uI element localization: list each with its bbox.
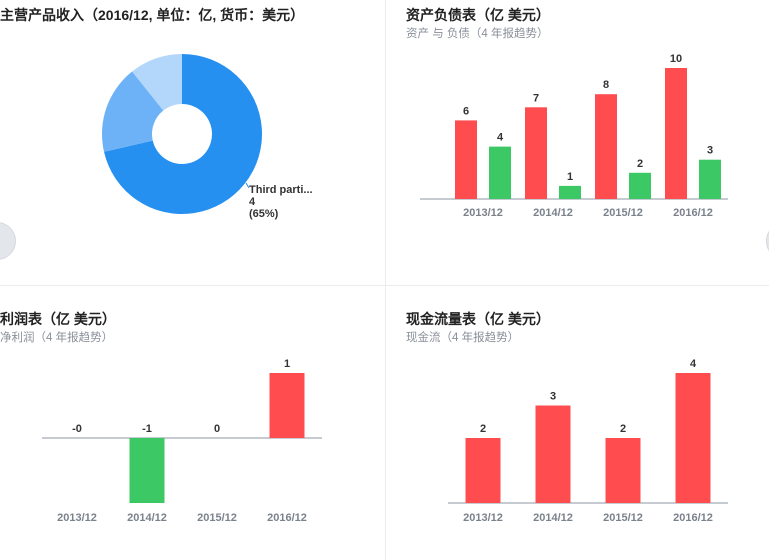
cashflow-bar-label-1: 3 <box>550 391 556 403</box>
balance-bar-s0-3 <box>665 68 687 199</box>
cashflow-bar-1 <box>535 405 571 503</box>
balance-bar-label-s0-0: 6 <box>463 105 469 117</box>
pie-slice-2 <box>132 54 182 111</box>
cashflow-bar-label-3: 4 <box>690 358 697 370</box>
profit-panel: 利润表（亿 美元） 净利润（4 年报趋势） -0 2013/12 -1 2014/12… <box>0 286 385 560</box>
balance-bar-s1-0 <box>489 146 511 199</box>
pie-label-leader <box>245 182 250 189</box>
balance-bar-s1-2 <box>629 172 651 199</box>
profit-xtick-0: 2013/12 <box>57 512 97 524</box>
cashflow-bar-0 <box>465 438 501 503</box>
cashflow-title: 现金流量表（亿 美元） <box>406 311 550 327</box>
profit-bar-label-0: -0 <box>72 423 82 435</box>
balance-title: 资产负债表（亿 美元） <box>406 7 550 23</box>
cashflow-bar-label-0: 2 <box>480 423 486 435</box>
balance-bar-s0-2 <box>595 94 617 199</box>
pie-slice-0 <box>104 54 262 214</box>
cashflow-xtick-2: 2015/12 <box>603 512 643 524</box>
balance-bar-label-s1-1: 1 <box>567 171 573 183</box>
balance-subtitle: 资产 与 负债（4 年报趋势） <box>406 28 549 40</box>
cashflow-xtick-0: 2013/12 <box>463 512 503 524</box>
cashflow-xtick-1: 2014/12 <box>533 512 573 524</box>
balance-xtick-1: 2014/12 <box>533 207 573 219</box>
balance-xtick-0: 2013/12 <box>463 207 503 219</box>
balance-xtick-2: 2015/12 <box>603 207 643 219</box>
panel-divider-horizontal <box>0 285 769 286</box>
profit-bar-3 <box>269 373 305 438</box>
cashflow-xtick-3: 2016/12 <box>673 512 713 524</box>
balance-bar-label-s0-3: 10 <box>670 53 682 65</box>
cashflow-bar-label-2: 2 <box>620 423 626 435</box>
balance-bar-s0-1 <box>525 107 547 199</box>
balance-bar-label-s0-1: 7 <box>533 92 539 104</box>
panel-divider-vertical <box>385 0 386 560</box>
pie-label-value: 4 <box>249 196 256 208</box>
profit-bar-label-3: 1 <box>284 358 290 370</box>
pie-slice-1 <box>102 71 164 152</box>
balance-bar-label-s1-3: 3 <box>707 145 713 157</box>
balance-bar-s0-0 <box>455 120 477 199</box>
profit-bar-label-2: 0 <box>214 423 220 435</box>
revenue-pie-chart: Third parti...4(65%) <box>102 54 313 220</box>
cashflow-bar-2 <box>605 438 641 503</box>
profit-bar-chart: -0 2013/12 -1 2014/12 0 2015/12 1 2016/12 <box>42 358 322 524</box>
pie-label-name: Third parti... <box>249 184 313 196</box>
profit-bar-label-1: -1 <box>142 423 152 435</box>
balance-panel: 资产负债表（亿 美元） 资产 与 负债（4 年报趋势） 6 4 2013/12 7 1 2… <box>386 0 769 285</box>
balance-bar-label-s1-0: 4 <box>497 132 504 144</box>
pie-label-percent: (65%) <box>249 208 279 220</box>
balance-bar-s1-3 <box>699 159 721 199</box>
profit-subtitle: 净利润（4 年报趋势） <box>0 332 114 344</box>
profit-xtick-3: 2016/12 <box>267 512 307 524</box>
profit-xtick-2: 2015/12 <box>197 512 237 524</box>
cashflow-subtitle: 现金流（4 年报趋势） <box>406 332 520 344</box>
balance-bar-s1-1 <box>559 185 581 199</box>
profit-bar-1 <box>129 438 165 503</box>
revenue-panel: 主营产品收入（2016/12, 单位：亿, 货币：美元） Third parti… <box>0 0 385 285</box>
balance-bar-label-s0-2: 8 <box>603 79 609 91</box>
cashflow-bar-chart: 2 2013/12 3 2014/12 2 2015/12 4 2016/12 <box>448 358 728 524</box>
balance-xtick-3: 2016/12 <box>673 207 713 219</box>
balance-bar-chart: 6 4 2013/12 7 1 2014/12 8 2 2015/12 10 3 2016/12 <box>420 53 728 219</box>
cashflow-panel: 现金流量表（亿 美元） 现金流（4 年报趋势） 2 2013/12 3 2014/12… <box>386 286 769 560</box>
cashflow-bar-3 <box>675 373 711 503</box>
profit-xtick-1: 2014/12 <box>127 512 167 524</box>
profit-title: 利润表（亿 美元） <box>0 311 116 327</box>
balance-bar-label-s1-2: 2 <box>637 158 643 170</box>
revenue-title: 主营产品收入（2016/12, 单位：亿, 货币：美元） <box>0 7 305 23</box>
